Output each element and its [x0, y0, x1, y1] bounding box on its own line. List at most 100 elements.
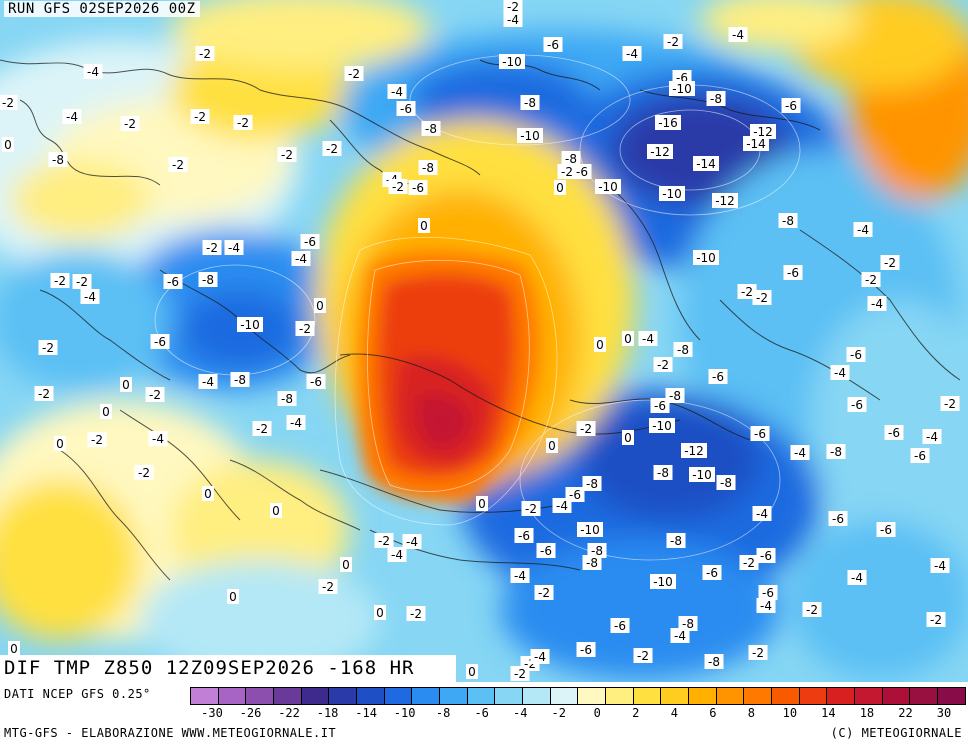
- contour-label-text: -8: [657, 466, 669, 480]
- contour-label: 0: [554, 180, 566, 195]
- contour-label-text: -4: [507, 13, 519, 27]
- contour-label: -2: [940, 396, 960, 411]
- contour-label-text: -12: [753, 125, 773, 139]
- contour-label-text: 0: [624, 332, 632, 346]
- contour-label: 0: [374, 605, 386, 620]
- contour-label-text: 0: [468, 665, 476, 679]
- contour-label-text: -2: [124, 117, 136, 131]
- contour-label: -2: [202, 240, 222, 255]
- contour-label-text: -6: [576, 165, 588, 179]
- legend-tick: 2: [632, 706, 640, 720]
- contour-label-text: -4: [391, 548, 403, 562]
- contour-label: -6: [576, 642, 596, 657]
- contour-label-text: -8: [591, 544, 603, 558]
- contour-label-text: -4: [556, 499, 568, 513]
- contour-label-text: -2: [514, 667, 526, 681]
- contour-label: -8: [48, 152, 68, 167]
- panel-title: DIF TMP Z850 12Z09SEP2026 -168 HR: [0, 655, 456, 682]
- contour-label: -2: [87, 432, 107, 447]
- contour-label-text: -8: [524, 96, 536, 110]
- contour-label-text: -6: [412, 181, 424, 195]
- contour-label: 0: [594, 337, 606, 352]
- contour-label-text: -10: [580, 523, 600, 537]
- contour-label: -2: [195, 46, 215, 61]
- contour-label-text: -2: [561, 165, 573, 179]
- contour-label: 0: [120, 377, 132, 392]
- contour-label: -14: [743, 136, 769, 151]
- contour-label: -8: [678, 616, 698, 631]
- contour-label-text: -10: [240, 318, 260, 332]
- legend-swatch: [274, 688, 302, 704]
- contour-label-text: -6: [760, 549, 772, 563]
- contour-label-text: -2: [299, 322, 311, 336]
- contour-label: -2: [318, 579, 338, 594]
- contour-label: -2: [653, 357, 673, 372]
- legend-swatch: [689, 688, 717, 704]
- contour-label: 0: [54, 436, 66, 451]
- contour-label-text: -2: [378, 534, 390, 548]
- contour-label-text: 0: [316, 299, 324, 313]
- contour-label-text: -2: [326, 142, 338, 156]
- contour-label: -8: [716, 475, 736, 490]
- contour-label-text: -4: [152, 432, 164, 446]
- contour-label: -2: [739, 555, 759, 570]
- contour-label-text: -2: [410, 607, 422, 621]
- contour-label: 0: [466, 664, 478, 679]
- contour-label-text: -4: [851, 571, 863, 585]
- contour-label: -2: [145, 387, 165, 402]
- contour-label-text: -8: [677, 343, 689, 357]
- contour-label-text: -4: [202, 375, 214, 389]
- legend-swatch: [910, 688, 939, 704]
- legend-tick: 6: [709, 706, 717, 720]
- contour-label-text: -4: [534, 650, 546, 664]
- legend-tick: -10: [393, 706, 416, 720]
- contour-label-text: -14: [696, 157, 716, 171]
- contour-label: -12: [681, 443, 707, 458]
- contour-label-text: -2: [237, 116, 249, 130]
- contour-label: -4: [62, 109, 82, 124]
- contour-label-text: -8: [281, 392, 293, 406]
- contour-label: -6: [847, 397, 867, 412]
- contour-value-labels: -2-4-2-6 -2-4-4-4 -2-10-6-10-2-4-6 -8 -8 -6-4…: [0, 0, 960, 681]
- contour-label-text: -4: [391, 85, 403, 99]
- contour-label-text: 0: [596, 338, 604, 352]
- contour-label-text: 0: [122, 378, 130, 392]
- contour-label-text: -2: [667, 35, 679, 49]
- contour-label: -4: [930, 558, 950, 573]
- contour-label: -2: [252, 421, 272, 436]
- contour-label-text: 0: [342, 558, 350, 572]
- legend-swatch: [218, 688, 247, 704]
- contour-label: 0: [202, 486, 214, 501]
- contour-label: -6: [610, 618, 630, 633]
- contour-label: -4: [286, 415, 306, 430]
- contour-label-text: -2: [2, 96, 14, 110]
- contour-label-text: -2: [743, 556, 755, 570]
- contour-label-text: -10: [662, 187, 682, 201]
- contour-label: -8: [520, 95, 540, 110]
- contour-label-text: -6: [785, 99, 797, 113]
- contour-label-text: -2: [281, 148, 293, 162]
- contour-label-text: 0: [478, 497, 486, 511]
- contour-label: -6: [572, 164, 592, 179]
- contour-label-text: -6: [400, 102, 412, 116]
- legend-tick: -14: [355, 706, 377, 720]
- contour-label: -2: [510, 666, 530, 681]
- contour-label-text: -4: [406, 535, 418, 549]
- legend-tick-labels: -30 -26 -22 -18 -14 -10 -8 -6 -4 -2 0 2 4 6 8 10 14 18 22 3…: [190, 706, 966, 724]
- contour-label-text: -2: [741, 285, 753, 299]
- legend-swatch: [495, 688, 524, 704]
- legend-swatch: [661, 688, 690, 704]
- contour-label: -2: [322, 141, 342, 156]
- contour-label: -2: [861, 272, 881, 287]
- contour-label: -2: [521, 501, 541, 516]
- contour-label: -6: [884, 425, 904, 440]
- contour-label-text: -2: [524, 657, 536, 671]
- contour-label-text: -12: [650, 145, 670, 159]
- contour-label: -2: [374, 533, 394, 548]
- contour-label-text: -6: [540, 544, 552, 558]
- contour-label: -10: [237, 317, 263, 332]
- contour-label: -6: [702, 565, 722, 580]
- legend-swatch: [578, 688, 607, 704]
- contour-label-text: -4: [295, 252, 307, 266]
- contour-label: 0: [340, 557, 352, 572]
